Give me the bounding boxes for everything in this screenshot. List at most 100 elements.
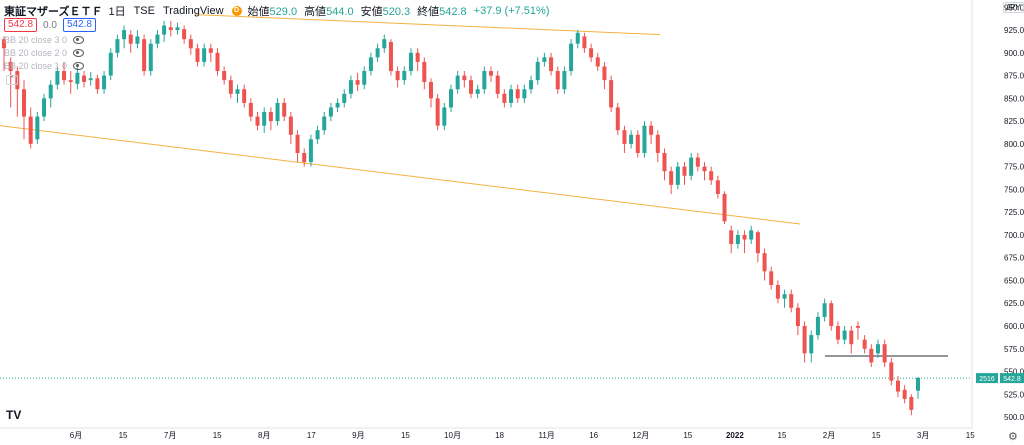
candle-body bbox=[28, 116, 33, 144]
currency-selector[interactable]: JPY bbox=[1003, 2, 1024, 13]
candle-body bbox=[328, 107, 333, 117]
indicator-legend-3[interactable]: BB 20 close 1 0 bbox=[4, 61, 85, 71]
candle-body bbox=[408, 52, 413, 72]
candle-body bbox=[42, 98, 47, 117]
candle-body bbox=[448, 89, 453, 108]
candle-body bbox=[542, 57, 547, 62]
y-tick-label: 600.0 bbox=[1004, 322, 1024, 331]
indicator-legend-1[interactable]: BB 20 close 3 0 bbox=[4, 35, 85, 45]
x-tick-label: 11月 bbox=[538, 431, 554, 440]
candle-body bbox=[82, 75, 87, 82]
candle-body bbox=[909, 397, 914, 410]
collapse-legend-icon[interactable]: ⌃ bbox=[6, 75, 18, 85]
candle-body bbox=[8, 61, 13, 72]
indicator-legend-2[interactable]: BB 20 close 2 0 bbox=[4, 48, 85, 58]
candle-body bbox=[248, 102, 253, 117]
y-tick-label: 825.0 bbox=[1004, 117, 1024, 126]
candle-body bbox=[902, 389, 907, 399]
candle-body bbox=[562, 71, 567, 90]
candle-body bbox=[595, 57, 600, 67]
candle-body bbox=[242, 89, 247, 103]
indicator-label: BB 20 close 2 0 bbox=[4, 48, 68, 58]
candle-body bbox=[162, 25, 167, 35]
candle-body bbox=[655, 134, 660, 153]
candle-body bbox=[148, 43, 153, 72]
last-label-text: 2516 bbox=[979, 376, 995, 383]
eye-icon[interactable] bbox=[73, 62, 85, 70]
eye-icon[interactable] bbox=[73, 36, 85, 44]
indicator-label: BB 20 close 1 0 bbox=[4, 61, 68, 71]
candle-body bbox=[515, 89, 520, 99]
candle-body bbox=[435, 98, 440, 126]
market-status-icon[interactable]: D bbox=[231, 6, 242, 16]
x-tick-label: 16 bbox=[589, 431, 598, 440]
candle-body bbox=[849, 330, 854, 345]
candle-body bbox=[348, 80, 353, 94]
x-tick-label: 15 bbox=[213, 431, 222, 440]
candle-body bbox=[342, 93, 347, 103]
candle-body bbox=[895, 380, 900, 392]
candle-body bbox=[368, 57, 373, 72]
candle-body bbox=[288, 116, 293, 135]
candle-body bbox=[722, 193, 727, 222]
candle-body bbox=[322, 116, 327, 131]
symbol-name[interactable]: 東証マザーズＥＴＦ bbox=[4, 6, 103, 18]
candle-body bbox=[222, 71, 227, 81]
x-tick-label: 7月 bbox=[164, 431, 176, 440]
timeframe-label[interactable]: 1日 bbox=[108, 6, 126, 18]
candle-body bbox=[175, 27, 180, 31]
price-axis bbox=[972, 0, 1024, 440]
ohlc-change: +37.9 (+7.51%) bbox=[473, 5, 550, 17]
x-tick-label: 15 bbox=[872, 431, 881, 440]
candle-body bbox=[475, 89, 480, 94]
candle-body bbox=[375, 48, 380, 58]
candle-body bbox=[549, 57, 554, 72]
y-tick-label: 800.0 bbox=[1004, 140, 1024, 149]
x-tick-label: 10月 bbox=[444, 431, 461, 440]
candle-body bbox=[589, 48, 594, 58]
gear-icon[interactable]: ⚙ bbox=[1008, 431, 1018, 443]
candle-body bbox=[502, 93, 507, 103]
candle-body bbox=[22, 89, 27, 117]
sell-button[interactable]: 542.8 bbox=[4, 18, 38, 32]
candle-body bbox=[388, 41, 393, 72]
candle-body bbox=[822, 303, 827, 317]
candle-body bbox=[829, 303, 834, 327]
x-tick-label: 3月 bbox=[917, 431, 929, 440]
candle-body bbox=[569, 43, 574, 72]
candle-body bbox=[882, 344, 887, 363]
candle-body bbox=[682, 166, 687, 176]
candle-body bbox=[809, 335, 814, 354]
candle-body bbox=[469, 80, 474, 94]
candle-body bbox=[489, 71, 494, 76]
x-tick-label: 6月 bbox=[70, 431, 82, 440]
spread-label: 0.0 bbox=[43, 19, 57, 31]
buy-button[interactable]: 542.8 bbox=[62, 18, 96, 32]
candle-body bbox=[88, 78, 93, 81]
candle-body bbox=[635, 134, 640, 153]
candle-body bbox=[362, 71, 367, 85]
candle-body bbox=[262, 112, 267, 126]
candle-body bbox=[522, 89, 527, 99]
eye-icon[interactable] bbox=[73, 49, 85, 57]
candle-body bbox=[135, 36, 140, 44]
candle-body bbox=[142, 39, 147, 72]
candle-body bbox=[789, 294, 794, 308]
source-label: TradingView bbox=[162, 5, 224, 17]
candle-body bbox=[115, 39, 120, 53]
candle-body bbox=[208, 48, 213, 53]
candle-body bbox=[775, 285, 780, 299]
y-tick-label: 625.0 bbox=[1004, 299, 1024, 308]
tradingview-logo-icon[interactable]: TV bbox=[6, 408, 22, 422]
candle-body bbox=[482, 71, 487, 90]
candle-body bbox=[575, 32, 580, 44]
candle-body bbox=[529, 80, 534, 90]
last-price-text: 542.8 bbox=[1003, 376, 1021, 383]
candle-body bbox=[782, 294, 787, 299]
candle-body bbox=[669, 171, 674, 185]
candle-body bbox=[428, 81, 433, 99]
candle-body bbox=[122, 30, 127, 40]
candle-body bbox=[228, 80, 233, 94]
candle-body bbox=[95, 78, 100, 90]
